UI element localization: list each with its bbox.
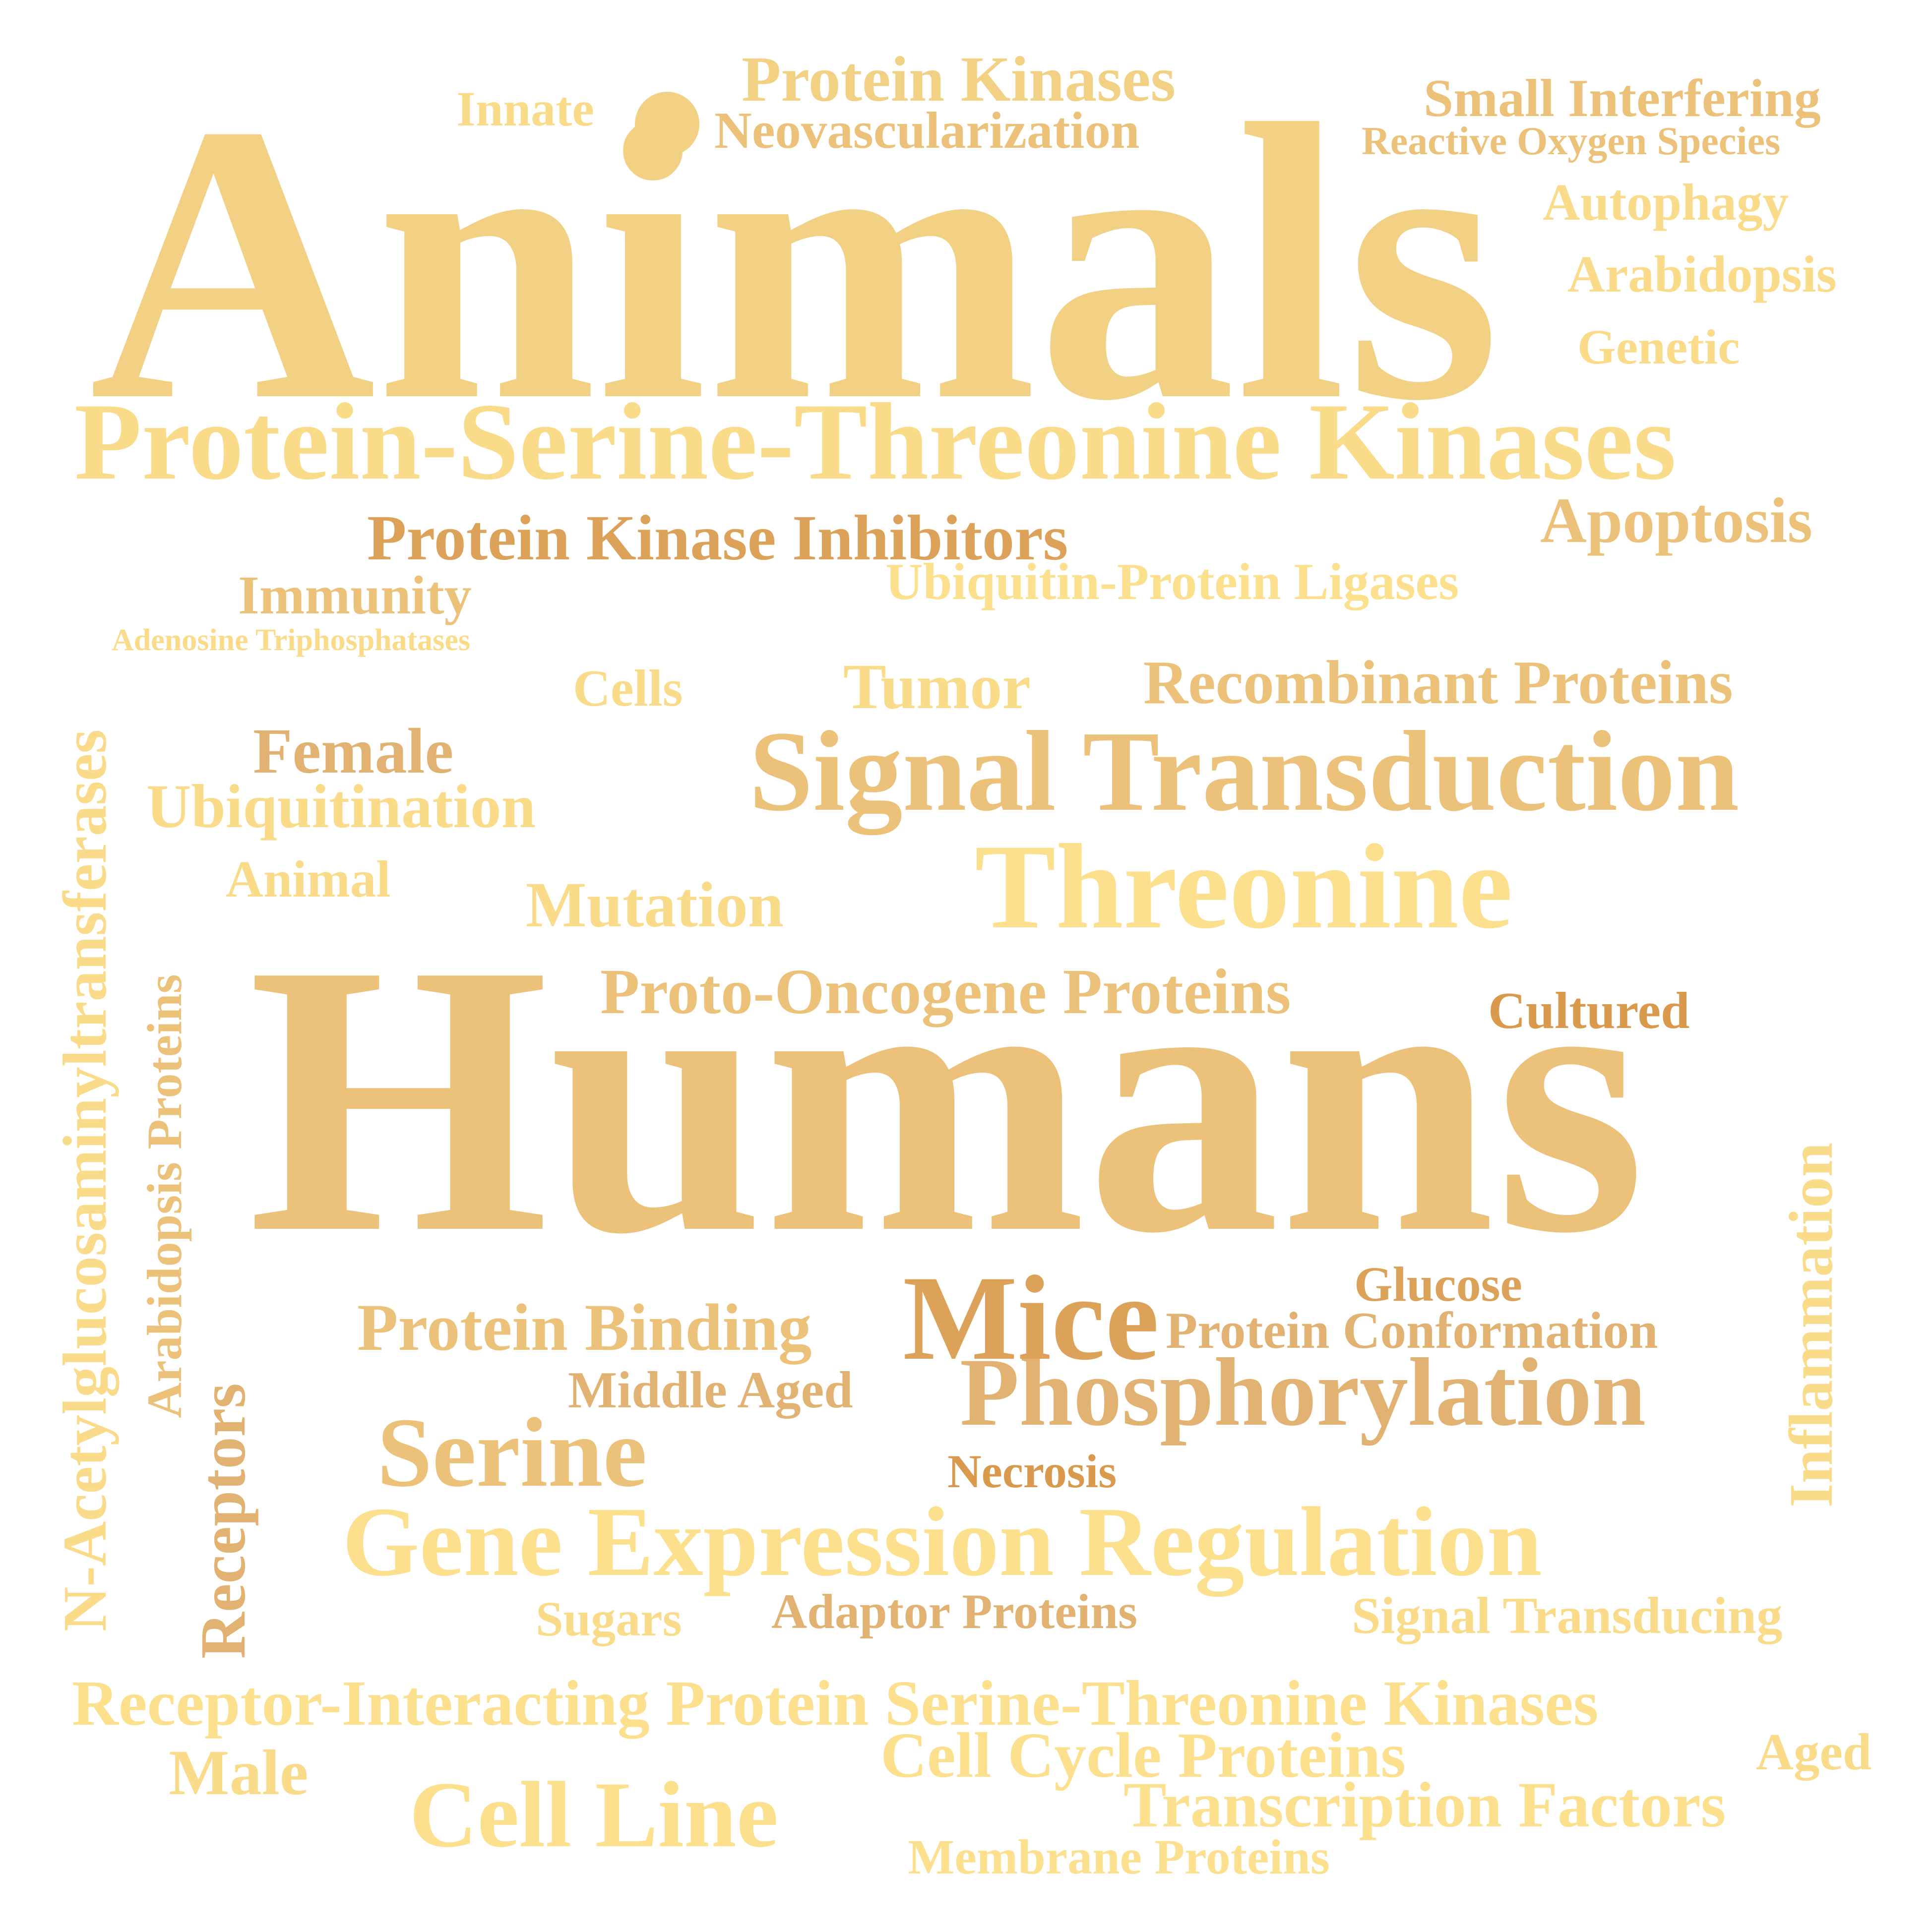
word-reactive-oxygen-species: Reactive Oxygen Species (1362, 120, 1781, 163)
word-apoptosis: Apoptosis (1540, 485, 1813, 556)
word-cell-line: Cell Line (409, 1763, 779, 1867)
word-phosphorylation: Phosphorylation (960, 1338, 1646, 1446)
word-middle-aged: Middle Aged (568, 1361, 853, 1419)
word-necrosis: Necrosis (947, 1445, 1117, 1498)
word-sugars: Sugars (536, 1591, 682, 1646)
word-gene-expression-regulation: Gene Expression Regulation (342, 1487, 1542, 1597)
word-cell-cycle-proteins: Cell Cycle Proteins (880, 1720, 1406, 1791)
word-arabidopsis-proteins: Arabidopsis Proteins (137, 974, 192, 1418)
word-aged: Aged (1756, 1723, 1872, 1781)
word-transcription-factors: Transcription Factors (1123, 1769, 1726, 1841)
word-protein-binding: Protein Binding (357, 1291, 812, 1365)
word-adenosine-triphosphatases: Adenosine Triphosphatases (112, 623, 470, 657)
word-innate: Innate (456, 81, 594, 136)
word-signal-transduction: Signal Transduction (749, 708, 1740, 835)
word-male: Male (169, 1737, 309, 1809)
word-signal-transducing: Signal Transducing (1352, 1586, 1783, 1644)
word-adaptor-proteins: Adaptor Proteins (771, 1584, 1137, 1639)
word-autophagy: Autophagy (1543, 173, 1789, 231)
word-ubiquitination: Ubiquitination (146, 773, 536, 841)
word-membrane-proteins: Membrane Proteins (908, 1829, 1330, 1884)
word-glucose: Glucose (1354, 1257, 1522, 1312)
word-n-acetylglucosaminyltransferases: N-Acetylglucosaminyltransferases (51, 729, 120, 1631)
word-recombinant-proteins: Recombinant Proteins (1143, 649, 1733, 717)
word-tumor: Tumor (843, 651, 1031, 723)
word-protein-kinases: Protein Kinases (742, 44, 1176, 115)
word-cultured: Cultured (1488, 981, 1690, 1039)
word-cells: Cells (573, 659, 683, 717)
word-mice: Mice (903, 1251, 1159, 1385)
word-animal: Animal (226, 850, 391, 908)
word-inflammation: Inflammation (1777, 1142, 1846, 1508)
word-protein-serine-threonine-kinases: Protein-Serine-Threonine Kinases (74, 381, 1677, 503)
word-arabidopsis: Arabidopsis (1567, 245, 1837, 303)
word-serine: Serine (377, 1398, 647, 1508)
word-small-interfering: Small Interfering (1424, 69, 1821, 128)
word-animals: Animals (89, 43, 1500, 483)
word-threonine: Threonine (975, 819, 1513, 954)
word-neovascularization: Neovascularization (714, 101, 1140, 159)
word-female: Female (253, 716, 454, 787)
word-receptors: Receptors (187, 1383, 259, 1659)
word-protein-conformation: Protein Conformation (1166, 1301, 1658, 1359)
word-humans: Humans (248, 884, 1646, 1313)
word-mutation: Mutation (526, 869, 784, 941)
word-protein-kinase-inhibitors: Protein Kinase Inhibitors (367, 502, 1068, 574)
word-receptor-interacting: Receptor-Interacting Protein Serine-Thre… (72, 1668, 1599, 1739)
word-proto-oncogene-proteins: Proto-Oncogene Proteins (600, 956, 1291, 1027)
word-immunity: Immunity (238, 565, 472, 625)
word-genetic: Genetic (1577, 319, 1740, 374)
word-ubiquitin-protein-ligases: Ubiquitin-Protein Ligases (885, 552, 1459, 610)
dot-mark (635, 92, 699, 156)
